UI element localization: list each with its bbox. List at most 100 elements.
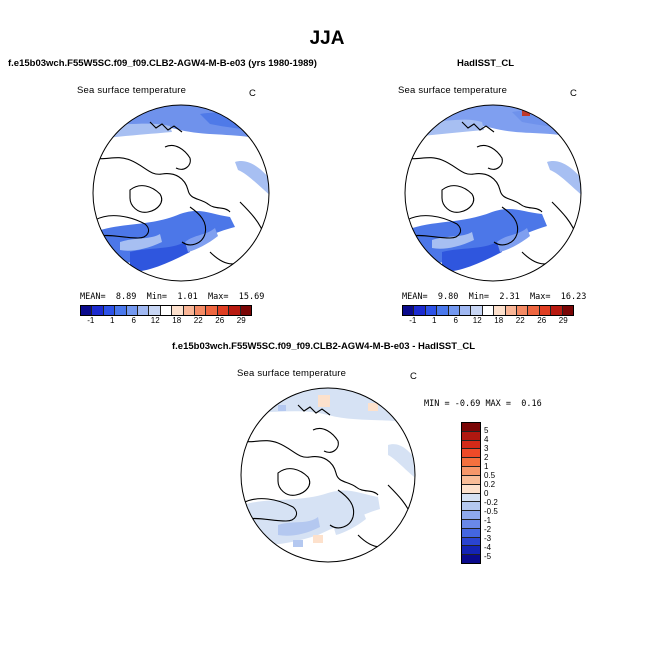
colorbar-swatch [437,306,449,315]
colorbar-tick-label: 22 [193,316,203,325]
colorbar-tick-label: 6 [453,316,458,325]
colorbar-swatch [206,306,218,315]
colorbar-swatch [462,484,480,494]
colorbar-swatch [81,306,93,315]
diff-stats: MIN = -0.69 MAX = 0.16 [424,399,542,409]
diff-variable-label: Sea surface temperature [237,368,347,379]
model-min-label: Min= [146,292,168,302]
colorbar-tick-label: 0.2 [484,480,496,489]
colorbar-tick-label: 26 [215,316,225,325]
colorbar-swatch [425,306,438,315]
colorbar-tick-label: 18 [494,316,504,325]
colorbar-swatch [462,440,480,450]
diff-colorbar-ticks: 5 4 3 2 1 0.5 0.2 0 -0.2 -0.5 -1 -2 -3 -4 -5 [484,422,498,562]
colorbar-swatch [462,502,480,512]
obs-stats: MEAN= 9.80 Min= 2.31 Max= 16.23 [402,292,586,302]
colorbar-swatch [562,306,574,315]
colorbar-swatch [217,306,230,315]
diff-polar-map [240,387,416,563]
colorbar-swatch [462,475,480,485]
colorbar-swatch [462,537,480,547]
colorbar-swatch [240,306,252,315]
colorbar-swatch [528,306,540,315]
model-polar-map [92,104,270,282]
colorbar-swatch [462,519,480,529]
diff-unit-label: C [410,371,417,382]
colorbar-swatch [539,306,552,315]
colorbar-swatch [149,306,161,315]
colorbar-swatch [115,306,127,315]
colorbar-swatch [462,431,480,441]
colorbar-swatch [229,306,241,315]
colorbar-swatch [103,306,116,315]
model-mean-label: MEAN= [80,292,106,302]
model-panel-title: f.e15b03wch.F55W5SC.f09_f09.CLB2-AGW4-M-… [8,58,317,69]
colorbar-swatch [462,449,480,459]
colorbar-swatch [462,555,480,563]
obs-variable-label: Sea surface temperature [398,85,508,96]
colorbar-tick-label: 1 [110,316,115,325]
model-max-value: 15.69 [238,292,265,302]
model-stats: MEAN= 8.89 Min= 1.01 Max= 15.69 [80,292,264,302]
colorbar-swatch [414,306,426,315]
colorbar-tick-label: 29 [236,316,246,325]
diff-panel-title: f.e15b03wch.F55W5SC.f09_f09.CLB2-AGW4-M-… [172,341,476,352]
colorbar-swatch [462,423,480,432]
colorbar-swatch [505,306,518,315]
colorbar-tick-label: -1 [409,316,417,325]
obs-colorbar-swatches [402,305,574,316]
colorbar-tick-label: 3 [484,444,489,453]
colorbar-tick-label: 4 [484,435,489,444]
colorbar-tick-label: -1 [87,316,95,325]
colorbar-tick-label: 2 [484,453,489,462]
obs-colorbar-ticks: -1 1 6 12 18 22 26 29 [402,316,574,325]
colorbar-tick-label: -4 [484,543,492,552]
obs-unit-label: C [570,88,577,99]
model-variable-label: Sea surface temperature [77,85,187,96]
model-max-label: Max= [208,292,229,302]
obs-mean-value: 9.80 [437,292,459,302]
obs-polar-map [404,104,582,282]
colorbar-tick-label: 12 [150,316,160,325]
diff-max-label: MAX = [485,399,512,409]
colorbar-tick-label: -0.2 [484,498,498,507]
colorbar-swatch [172,306,184,315]
colorbar-swatch [448,306,461,315]
colorbar-tick-label: 1 [484,462,489,471]
colorbar-swatch [462,467,480,476]
colorbar-tick-label: 1 [432,316,437,325]
colorbar-swatch [482,306,495,315]
colorbar-swatch [92,306,104,315]
model-colorbar: -1 1 6 12 18 22 26 29 [80,305,252,325]
colorbar-swatch [460,306,472,315]
colorbar-tick-label: 29 [558,316,568,325]
colorbar-tick-label: 5 [484,426,489,435]
colorbar-tick-label: -1 [484,516,492,525]
diff-min-label: MIN = [424,399,450,409]
colorbar-swatch [195,306,207,315]
season-title: JJA [309,28,345,49]
colorbar-swatch [517,306,529,315]
colorbar-swatch [462,511,480,520]
colorbar-swatch [462,458,480,468]
model-colorbar-swatches [80,305,252,316]
obs-max-label: Max= [530,292,551,302]
obs-colorbar: -1 1 6 12 18 22 26 29 [402,305,574,325]
model-unit-label: C [249,88,256,99]
obs-panel-title: HadISST_CL [457,58,515,69]
colorbar-tick-label: 18 [172,316,182,325]
diff-min-value: -0.69 [454,399,481,409]
colorbar-tick-label: 22 [515,316,525,325]
colorbar-swatch [138,306,150,315]
colorbar-swatch [462,528,480,538]
diff-colorbar: 5 4 3 2 1 0.5 0.2 0 -0.2 -0.5 -1 -2 -3 -4 -5 [461,422,498,564]
colorbar-tick-label: 0.5 [484,471,496,480]
obs-min-label: Min= [468,292,490,302]
obs-min-value: 2.31 [499,292,520,302]
colorbar-tick-label: 0 [484,489,489,498]
colorbar-swatch [551,306,563,315]
colorbar-tick-label: 26 [537,316,547,325]
model-colorbar-ticks: -1 1 6 12 18 22 26 29 [80,316,252,325]
colorbar-swatch [462,546,480,556]
model-mean-value: 8.89 [115,292,137,302]
